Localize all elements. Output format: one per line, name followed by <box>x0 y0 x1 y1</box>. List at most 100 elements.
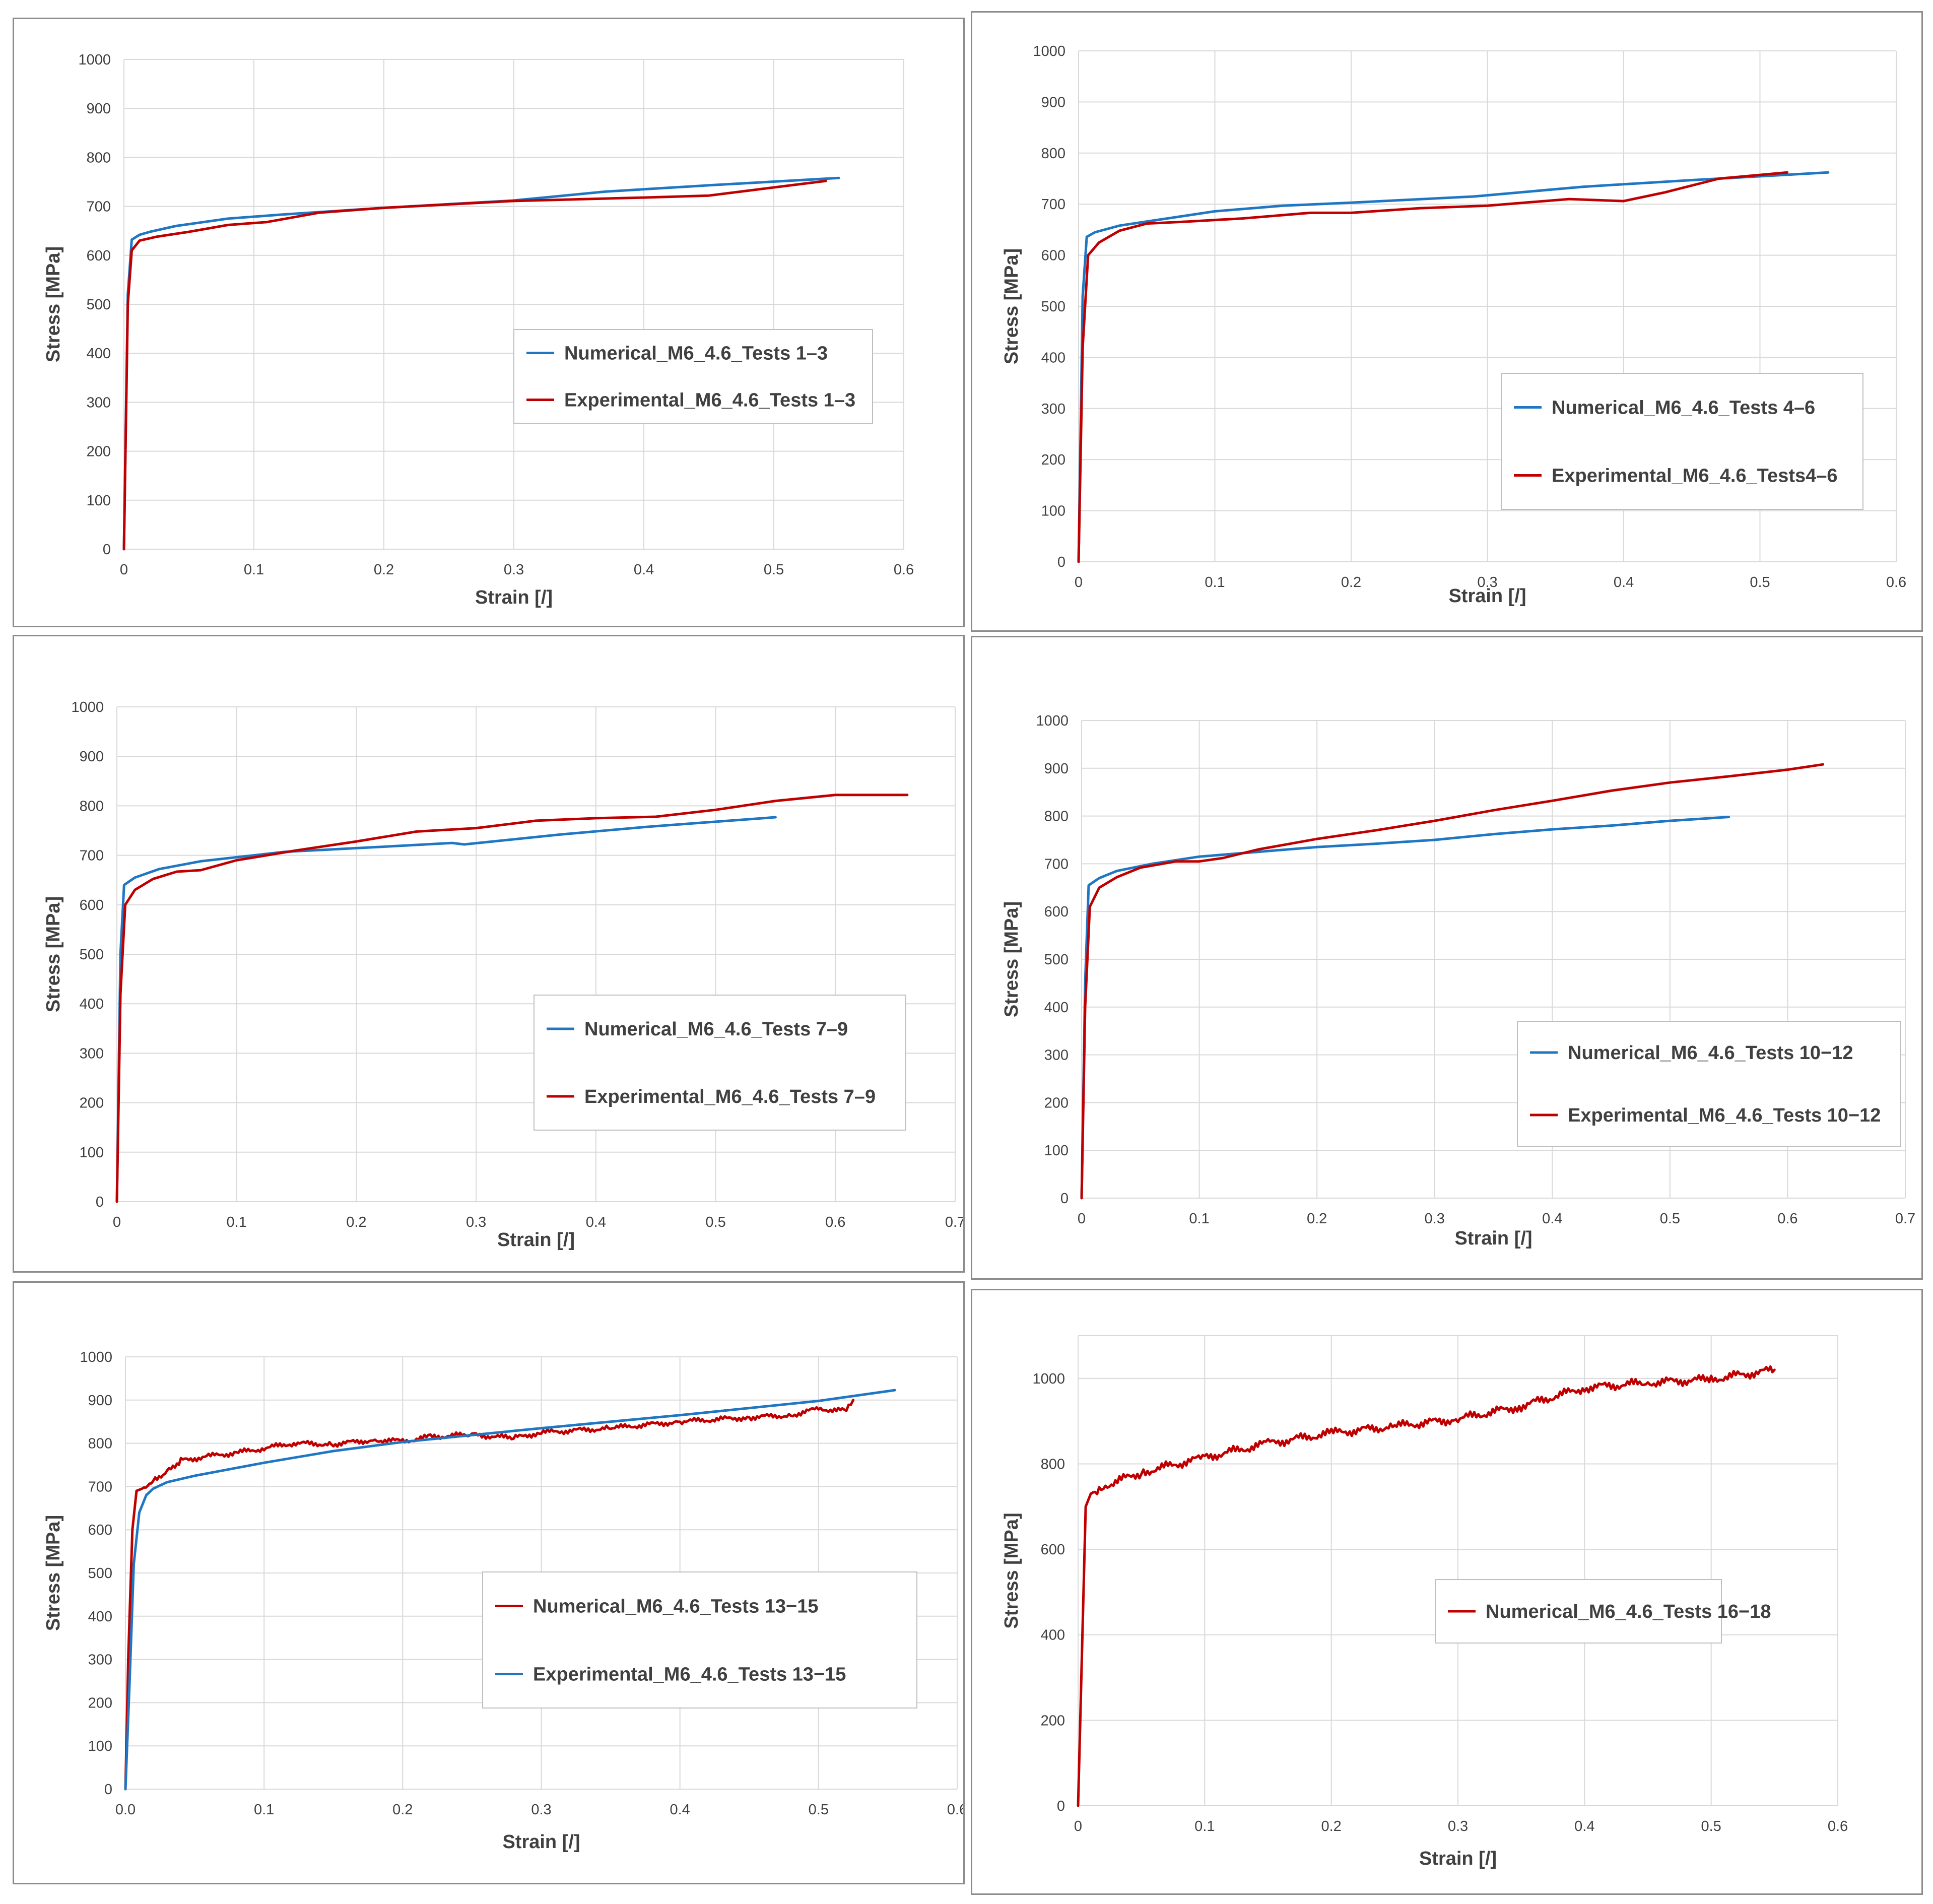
y-tick-label: 100 <box>87 493 111 509</box>
y-tick-label: 0 <box>1057 554 1065 570</box>
y-tick-label: 300 <box>1041 401 1065 417</box>
legend-label-2: Experimental_M6_4.6_Tests 1–3 <box>564 390 855 411</box>
chart-svg: 0 0.1 0.2 0.3 0.4 0.5 0.6 0 200 400 600 800 1000 Stra… <box>1001 1335 1848 1869</box>
x-axis-title: Strain [/] <box>1454 1228 1532 1249</box>
legend-label-1: Numerical_M6_4.6_Tests 1–3 <box>564 343 828 364</box>
legend-label-1: Numerical_M6_4.6_Tests 13−15 <box>533 1596 819 1617</box>
legend-label-1: Numerical_M6_4.6_Tests 7–9 <box>584 1019 848 1040</box>
y-tick-label: 400 <box>1041 350 1065 366</box>
legend-label-2: Experimental_M6_4.6_Tests4–6 <box>1552 466 1838 487</box>
y-tick-label: 300 <box>1044 1047 1069 1064</box>
series-line-2 <box>1077 171 1789 563</box>
x-tick-label: 0.5 <box>1660 1211 1680 1227</box>
x-tick-label: 0.2 <box>346 1214 366 1230</box>
legend-box <box>534 995 906 1131</box>
y-tick-label: 600 <box>1044 904 1069 920</box>
y-tick-label: 700 <box>1044 856 1069 872</box>
x-tick-label: 0.2 <box>1321 1818 1342 1834</box>
chart-panel-2: 0 0.1 0.2 0.3 0.4 0.5 0.6 0 100 200 300 400 500 600 70… <box>971 11 1923 632</box>
x-tick-label: 0.4 <box>586 1214 606 1230</box>
y-tick-label: 1000 <box>1036 713 1069 729</box>
y-tick-label: 900 <box>1044 761 1069 777</box>
series-line-1 <box>1080 816 1730 1200</box>
x-tick-label: 0.4 <box>1614 574 1634 590</box>
y-tick-label: 800 <box>87 150 111 166</box>
series-line-2 <box>115 794 909 1203</box>
series-line-2 <box>1080 763 1824 1200</box>
legend-box <box>513 329 873 424</box>
y-tick-label: 400 <box>1041 1627 1065 1644</box>
chart-svg: 0 0.1 0.2 0.3 0.4 0.5 0.6 0.7 0 100 200 300 400 500 60… <box>43 699 963 1251</box>
legend: Numerical_M6_4.6_Tests 16−18 <box>1435 1579 1771 1644</box>
y-tick-label: 800 <box>1044 809 1069 825</box>
y-tick-label: 200 <box>80 1095 104 1111</box>
legend-label-2: Experimental_M6_4.6_Tests 7–9 <box>584 1086 876 1107</box>
y-tick-label: 600 <box>88 1522 112 1538</box>
y-axis-title: Stress [MPa] <box>43 1515 64 1631</box>
x-axis-title: Strain [/] <box>475 587 553 608</box>
x-tick-label: 0.1 <box>254 1802 274 1818</box>
y-tick-label: 900 <box>88 1393 112 1409</box>
y-tick-label: 300 <box>88 1652 112 1668</box>
chart-svg: 0 0.1 0.2 0.3 0.4 0.5 0.6 0 100 200 300 400 500 600 70… <box>43 52 914 608</box>
x-tick-label: 0.6 <box>1886 574 1906 590</box>
x-axis-title: Strain [/] <box>502 1831 580 1853</box>
y-tick-label: 900 <box>1041 94 1065 110</box>
x-tick-label: 0.3 <box>531 1802 551 1818</box>
x-tick-label: 0.5 <box>705 1214 725 1230</box>
x-tick-label: 0.3 <box>1477 574 1497 590</box>
x-tick-label: 0.7 <box>945 1214 963 1230</box>
y-tick-label: 400 <box>80 996 104 1012</box>
y-tick-label: 200 <box>88 1695 112 1711</box>
y-tick-label: 300 <box>80 1045 104 1062</box>
y-tick-label: 100 <box>1041 503 1065 519</box>
chart-svg: 0 0.1 0.2 0.3 0.4 0.5 0.6 0 100 200 300 400 500 600 70… <box>1001 43 1906 607</box>
x-axis-title: Strain [/] <box>1419 1848 1497 1869</box>
y-tick-label: 0 <box>1060 1191 1069 1207</box>
x-tick-label: 0.4 <box>1542 1211 1562 1227</box>
x-tick-label: 0.5 <box>764 562 784 578</box>
y-tick-label: 900 <box>80 749 104 765</box>
y-tick-label: 1000 <box>1033 43 1065 59</box>
y-tick-label: 300 <box>87 395 111 411</box>
y-axis-title: Stress [MPa] <box>43 246 64 362</box>
x-tick-label: 0.5 <box>1750 574 1770 590</box>
y-tick-label: 200 <box>1041 452 1065 468</box>
y-tick-label: 500 <box>1041 299 1065 315</box>
legend: Numerical_M6_4.6_Tests 1–3 Experimental_M… <box>513 329 873 424</box>
legend-box <box>1435 1579 1722 1644</box>
chart-panel-5: 0.0 0.1 0.2 0.3 0.4 0.5 0.6 0 100 200 300 400 500 600… <box>13 1281 965 1884</box>
y-tick-label: 0 <box>104 1782 112 1798</box>
y-tick-label: 1000 <box>71 699 104 715</box>
x-tick-label: 0.4 <box>634 562 654 578</box>
y-tick-label: 600 <box>1041 248 1065 264</box>
y-tick-label: 500 <box>80 947 104 963</box>
x-tick-label: 0.3 <box>1425 1211 1445 1227</box>
x-tick-label: 0.2 <box>1341 574 1361 590</box>
y-tick-label: 100 <box>80 1145 104 1161</box>
y-tick-label: 500 <box>1044 952 1069 968</box>
y-tick-label: 600 <box>80 897 104 913</box>
series-line-2 <box>124 1389 896 1791</box>
x-tick-label: 0.1 <box>244 562 264 578</box>
x-axis-title: Strain [/] <box>1448 585 1526 607</box>
y-tick-label: 900 <box>87 101 111 117</box>
x-tick-label: 0.3 <box>466 1214 486 1230</box>
legend-box <box>482 1571 917 1709</box>
x-tick-label: 0.4 <box>1574 1818 1594 1834</box>
x-tick-label: 0.0 <box>115 1802 136 1818</box>
y-tick-label: 0 <box>1057 1798 1065 1814</box>
y-tick-label: 500 <box>87 297 111 313</box>
x-tick-label: 0.2 <box>1307 1211 1327 1227</box>
y-tick-label: 100 <box>88 1738 112 1754</box>
y-tick-label: 400 <box>88 1609 112 1625</box>
y-axis-title: Stress [MPa] <box>1001 1513 1022 1628</box>
y-tick-label: 400 <box>1044 1000 1069 1016</box>
series-line-1 <box>1077 171 1830 563</box>
x-tick-label: 0.5 <box>1701 1818 1721 1834</box>
x-tick-label: 0.1 <box>227 1214 247 1230</box>
series-line-1 <box>1077 1365 1776 1807</box>
x-tick-label: 0.1 <box>1189 1211 1209 1227</box>
y-tick-label: 200 <box>1044 1095 1069 1111</box>
y-tick-label: 100 <box>1044 1143 1069 1159</box>
